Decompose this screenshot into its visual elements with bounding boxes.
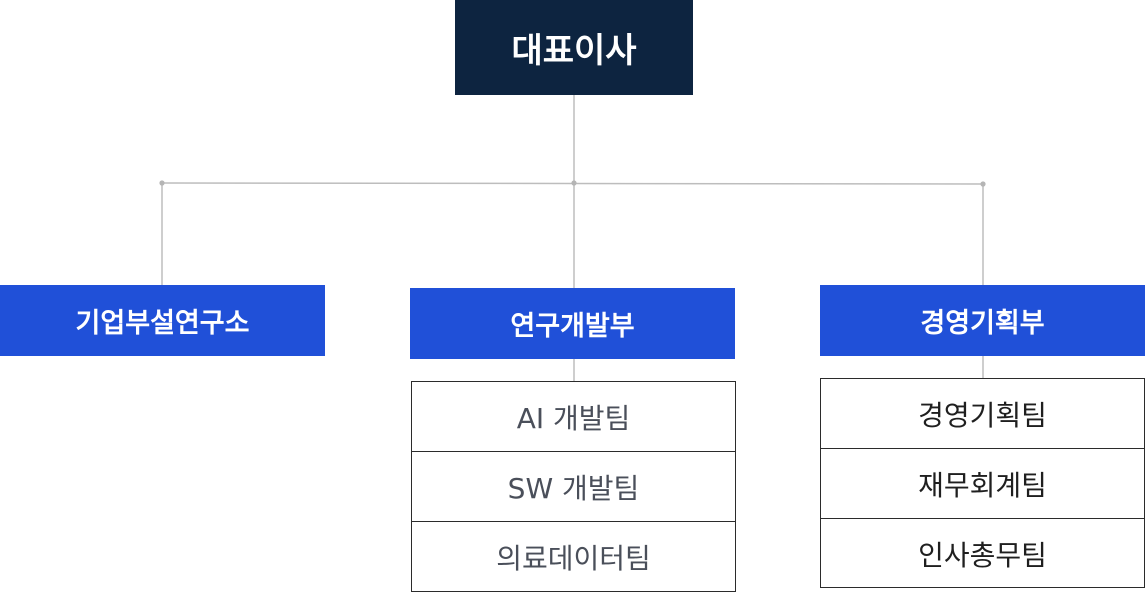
team-box-hr-general-affairs: 인사총무팀 bbox=[918, 539, 1047, 572]
rnd-team-list: AI 개발팀 SW 개발팀 의료데이터팀 bbox=[411, 381, 736, 592]
team-box-management-planning: 경영기획팀 bbox=[821, 379, 1144, 449]
dept-box-management-planning: 경영기획부 bbox=[820, 285, 1145, 356]
team-box-medical-data: 의료데이터팀 bbox=[496, 542, 651, 575]
junction-dot-right bbox=[980, 181, 986, 187]
junction-dot-left bbox=[159, 180, 165, 186]
team-box-sw-dev: SW 개발팀 bbox=[412, 452, 735, 522]
management-team-list: 경영기획팀 재무회계팀 인사총무팀 bbox=[820, 378, 1145, 588]
team-box-finance-accounting: 재무회계팀 bbox=[821, 449, 1144, 519]
dept-box-rnd: 연구개발부 bbox=[410, 288, 735, 359]
dept-box-research-institute: 기업부설연구소 bbox=[0, 285, 325, 356]
junction-dot-center bbox=[571, 180, 577, 186]
ceo-box: 대표이사 bbox=[455, 0, 693, 95]
team-box-ai-dev: AI 개발팀 bbox=[412, 382, 735, 452]
